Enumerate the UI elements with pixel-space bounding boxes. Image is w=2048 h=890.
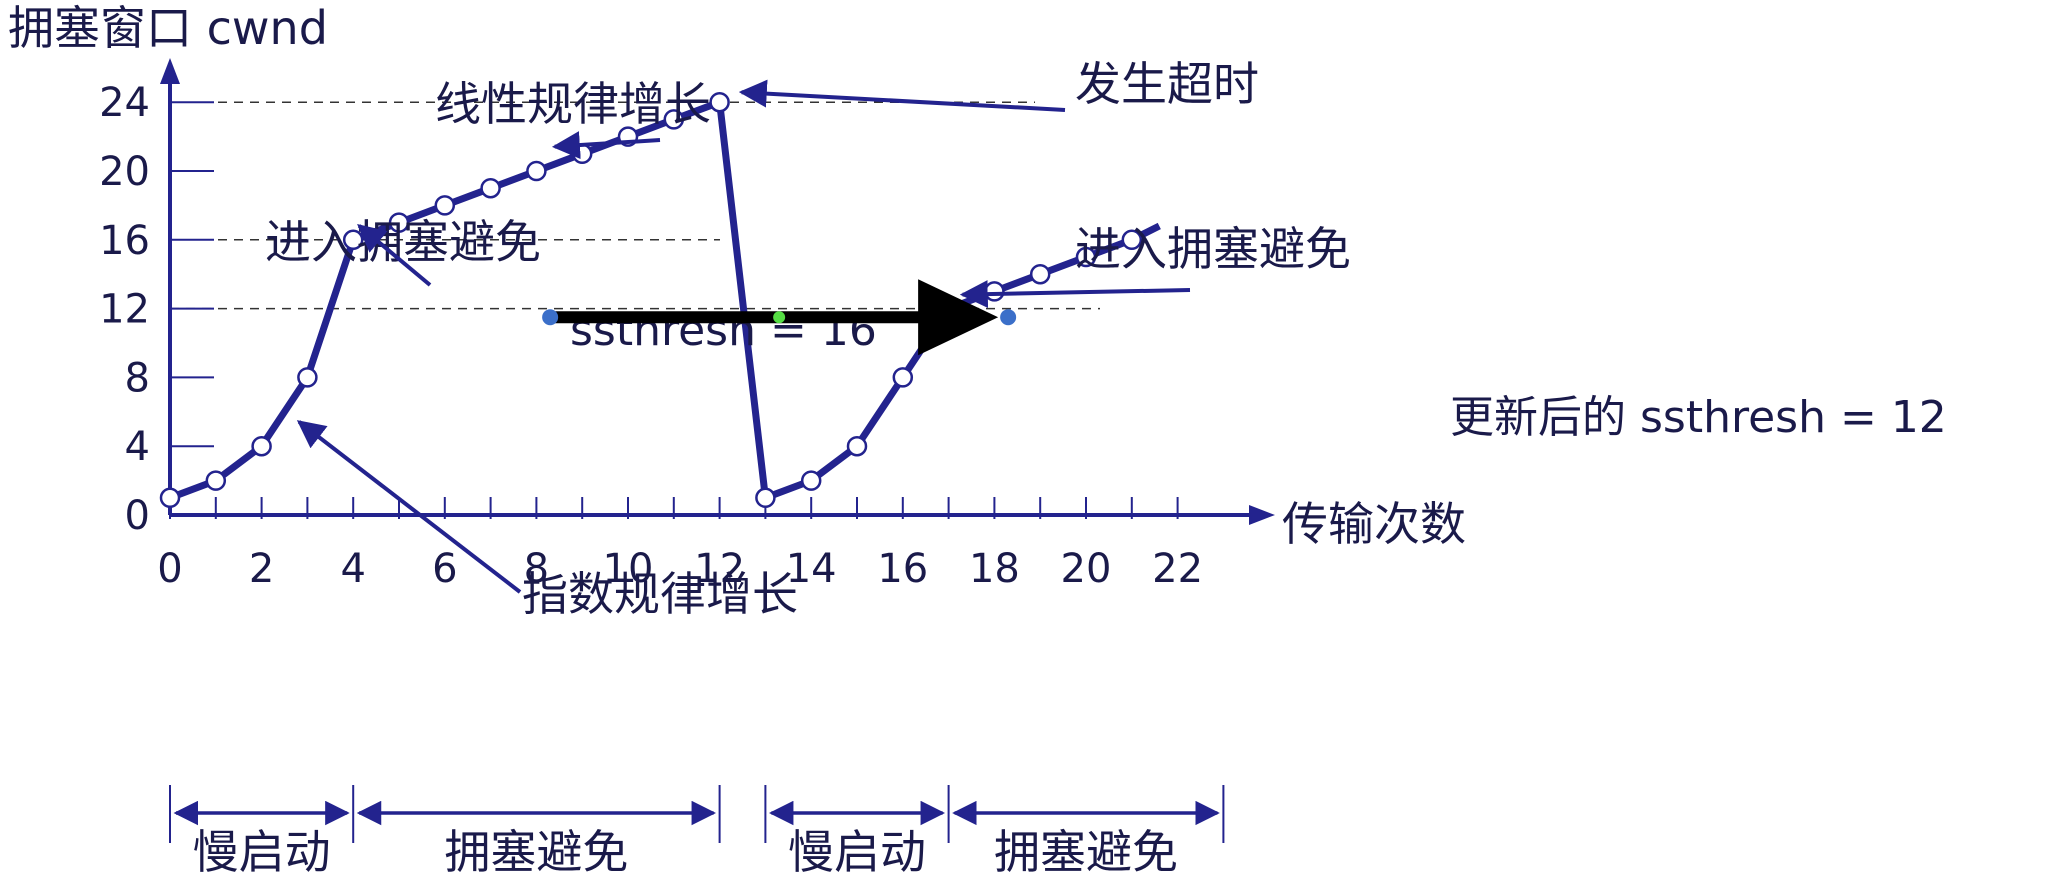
phase-ranges: 慢启动 拥塞避免 慢启动 拥塞避免 (169, 785, 1225, 879)
x-tick-label-14: 14 (786, 546, 837, 592)
data-point (297, 367, 318, 388)
data-point (709, 91, 730, 113)
annotation-label: 发生超时 (1075, 57, 1259, 111)
data-point (205, 470, 227, 491)
overlay-arrow-mid-handle[interactable] (773, 311, 786, 324)
overlay-arrow[interactable] (542, 279, 1017, 356)
annotation-label: 指数规律增长 (522, 567, 798, 621)
y-tick-label-24: 24 (99, 80, 150, 126)
data-point (388, 212, 410, 233)
reference-line-label-12: 更新后的 ssthresh = 12 (1450, 392, 1947, 443)
annotation-pointer (551, 131, 661, 160)
phase-label: 慢启动 (788, 825, 926, 879)
y-tick-label-0: 0 (125, 493, 150, 539)
data-point (1029, 263, 1051, 285)
data-point (1121, 229, 1143, 251)
annotation-pointer (738, 79, 1066, 112)
annotation-pointer (296, 420, 522, 594)
data-point (480, 177, 501, 199)
phase-label: 拥塞避免 (444, 825, 628, 879)
y-axis-arrowhead (160, 58, 180, 84)
data-point (434, 195, 456, 216)
annotation-pointer (357, 224, 432, 287)
data-point (892, 367, 914, 388)
data-point (755, 487, 776, 509)
x-axis-arrowhead (1249, 505, 1275, 525)
phase-label: 慢启动 (193, 825, 331, 879)
data-point (663, 109, 685, 130)
y-tick-label-8: 8 (125, 355, 150, 401)
data-point (984, 281, 1005, 302)
data-point (846, 435, 868, 457)
annotation-label: 进入拥塞避免 (1075, 222, 1351, 276)
x-tick-label-18: 18 (969, 546, 1020, 592)
data-point (800, 470, 822, 491)
data-point (251, 435, 272, 457)
x-tick-label-0: 0 (157, 546, 182, 592)
y-axis-label: 拥塞窗口 cwnd (8, 1, 328, 55)
data-point (526, 160, 547, 182)
y-tick-label-16: 16 (99, 218, 150, 264)
x-tick-label-22: 22 (1152, 546, 1203, 592)
annotation-pointer (959, 280, 1191, 309)
data-point (159, 487, 181, 509)
overlay-arrow-end-handle[interactable] (1000, 309, 1017, 326)
y-tick-label-20: 20 (99, 149, 150, 195)
x-tick-label-10: 10 (603, 546, 654, 592)
x-tick-label-2: 2 (249, 546, 274, 592)
overlay-arrow-start-handle[interactable] (542, 309, 559, 326)
x-tick-label-6: 6 (432, 546, 457, 592)
data-point (1075, 246, 1097, 268)
annotation-label: 线性规律增长 (435, 77, 711, 131)
x-tick-label-4: 4 (340, 546, 365, 592)
overlay-arrow-head[interactable] (918, 279, 999, 356)
x-axis-label: 传输次数 (1282, 497, 1466, 551)
y-tick-label-12: 12 (99, 287, 150, 333)
phase-label: 拥塞避免 (994, 825, 1178, 879)
x-tick-label-20: 20 (1061, 546, 1112, 592)
axes: 拥塞窗口 cwnd 传输次数 (8, 1, 1466, 551)
series-cwnd (159, 91, 1161, 509)
y-tick-label-4: 4 (125, 424, 150, 470)
x-tick-label-12: 12 (694, 546, 745, 592)
x-tick-label-8: 8 (524, 546, 549, 592)
data-point (571, 143, 593, 165)
x-tick-label-16: 16 (877, 546, 928, 592)
